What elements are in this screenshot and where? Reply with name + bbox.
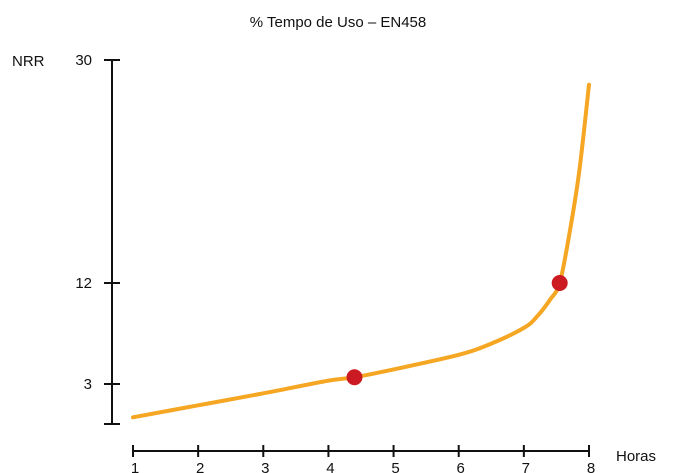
highlight-point — [551, 275, 568, 291]
y-tick-label: 30 — [75, 52, 92, 69]
series-line — [131, 82, 591, 420]
x-tick-label: 7 — [522, 460, 530, 473]
y-axis-label: NRR — [12, 53, 45, 70]
x-ticks: 1 2 3 4 5 6 7 8 — [131, 445, 595, 473]
x-tick-label: 6 — [457, 460, 465, 473]
x-tick-label: 1 — [131, 460, 139, 473]
x-tick-label: 8 — [587, 460, 595, 473]
y-ticks: 3 12 30 — [75, 52, 120, 425]
x-tick-label: 2 — [196, 460, 204, 473]
y-tick-label: 12 — [75, 275, 92, 292]
x-tick-label: 5 — [391, 460, 399, 473]
x-tick-label: 3 — [261, 460, 269, 473]
highlight-points — [346, 275, 568, 386]
highlight-point — [346, 369, 363, 386]
x-tick-label: 4 — [326, 460, 334, 473]
x-axis-label: Horas — [616, 448, 656, 465]
y-tick-label: 3 — [84, 376, 92, 393]
chart-title: % Tempo de Uso – EN458 — [250, 14, 427, 31]
series-layer — [131, 82, 591, 420]
